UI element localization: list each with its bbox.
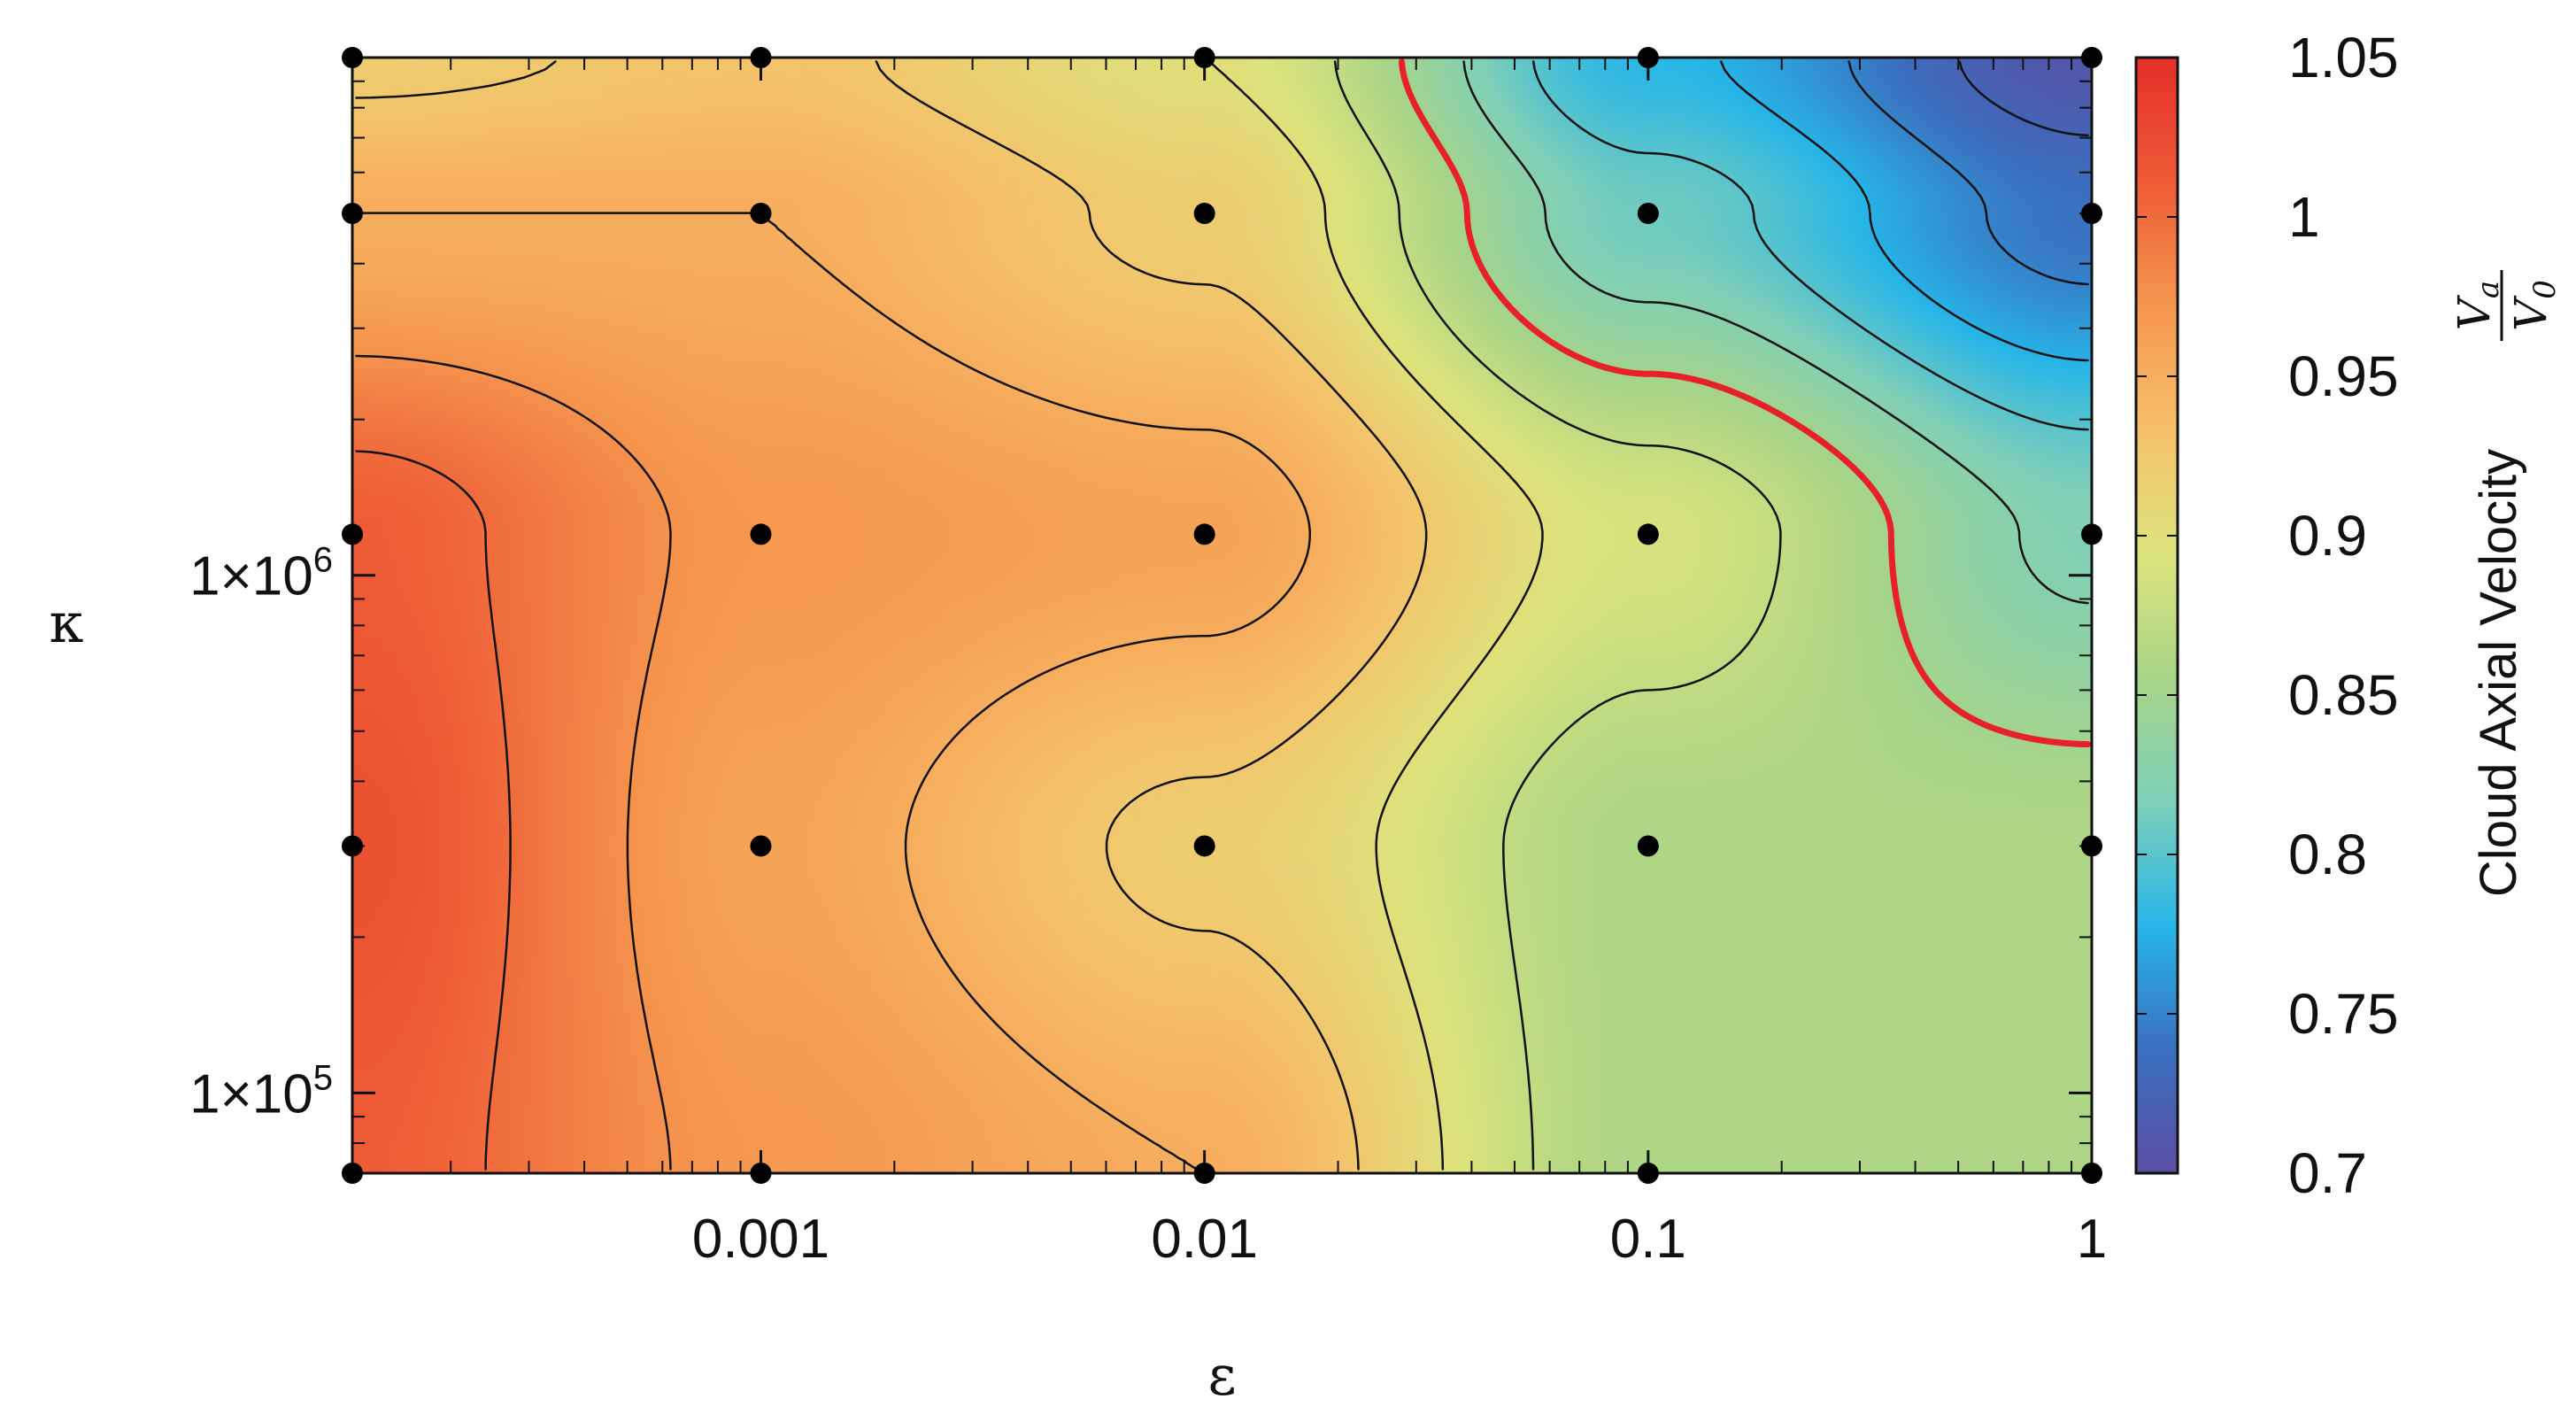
sample-point [342,1163,363,1184]
sample-point [750,47,772,68]
sample-point [1637,835,1659,857]
x-tick-label: 0.01 [1151,1209,1258,1270]
sample-point [342,523,363,545]
colorbar-tick-label: 1 [2288,185,2320,249]
highlight-contour-line [1398,58,2091,748]
sample-point [2081,1163,2102,1184]
contour-line [1462,60,2089,605]
heatmap-image [352,58,2092,1173]
colorbar-tick-label: 0.75 [2288,982,2399,1046]
colorbar-tick-label: 0.9 [2288,504,2367,568]
sample-point [2081,523,2102,545]
highlight-contour-lines [1398,58,2091,748]
sample-point [1637,47,1659,68]
x-tick-label: 1 [2077,1209,2107,1270]
x-axis-ticks: 0.001 0.01 0.1 1 [692,58,2107,1270]
heatmap-layer [352,58,2092,1173]
sample-point [342,47,363,68]
contour-line [355,450,512,1171]
colorbar-tick-label: 0.8 [2288,823,2367,886]
sample-point [2081,835,2102,857]
contour-line [1333,60,1782,1171]
fraction-denominator: V0 [2505,280,2563,331]
sample-point [1637,1163,1659,1184]
x-axis-label: ε [1207,1343,1236,1408]
colorbar-ticks: 1.05 1 0.95 0.9 0.85 0.8 0.75 0.7 [2136,26,2399,1205]
colorbar-tick-label: 0.85 [2288,663,2399,727]
colorbar-tick-label: 0.7 [2288,1141,2367,1205]
plot-frame [351,56,2094,1175]
sample-point [2081,47,2102,68]
sample-point [750,1163,772,1184]
sample-point [1637,203,1659,225]
sample-point [750,523,772,545]
contour-line [1958,60,2089,137]
contour-line [1531,60,2089,431]
contour-lines [355,60,2089,1171]
contour-line [355,60,1428,1171]
fraction-numerator: Va [2449,281,2506,330]
colorbar-label: Cloud Axial Velocity [2470,449,2527,897]
x-tick-label: 0.001 [692,1209,829,1270]
sample-point [750,835,772,857]
sample-points [342,47,2102,1184]
contour-line [355,354,672,1171]
contour-line [1719,60,2089,362]
colorbar-tick-label: 0.95 [2288,344,2399,408]
sample-point [1637,523,1659,545]
sample-point [342,835,363,857]
sample-point [342,203,363,225]
colorbar-tick-label: 1.05 [2288,26,2399,89]
y-axis-label: κ [50,591,84,655]
sample-point [1193,203,1215,225]
sample-point [2081,203,2102,225]
sample-point [1193,835,1215,857]
contour-line [1847,60,2089,286]
x-tick-label: 0.1 [1610,1209,1686,1270]
y-tick-label: 1×106 [189,541,333,607]
y-tick-label: 1×105 [189,1058,333,1124]
sample-point [750,203,772,225]
sample-point [1193,523,1215,545]
sample-point [1193,1163,1215,1184]
colorbar [2134,56,2179,1175]
y-axis-ticks: 1×105 1×106 [189,541,2092,1124]
sample-point [1193,47,1215,68]
